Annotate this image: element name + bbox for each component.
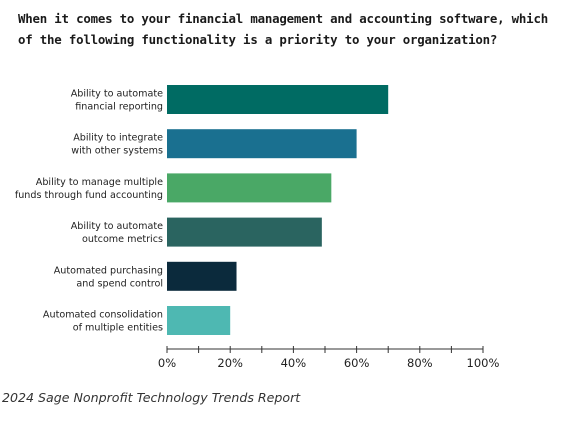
- x-tick-label: 100%: [467, 356, 500, 370]
- category-label: and spend control: [76, 278, 163, 289]
- category-label: of multiple entities: [73, 323, 163, 334]
- category-label: Automated consolidation: [43, 310, 163, 321]
- bar: [167, 306, 231, 335]
- bar: [167, 129, 357, 159]
- bar: [167, 217, 322, 247]
- category-label: Ability to automate: [71, 221, 163, 232]
- chart-title: When it comes to your financial manageme…: [18, 11, 548, 47]
- category-label: Ability to manage multiple: [36, 177, 163, 188]
- x-tick-label: 0%: [158, 356, 176, 370]
- category-label: Automated purchasing: [54, 265, 163, 276]
- x-tick-label: 60%: [344, 356, 370, 370]
- category-label: financial reporting: [75, 102, 163, 113]
- category-label: Ability to automate: [71, 89, 163, 100]
- bar: [167, 173, 332, 203]
- source-caption: 2024 Sage Nonprofit Technology Trends Re…: [2, 390, 301, 405]
- category-label: Ability to integrate: [73, 133, 163, 144]
- bar: [167, 85, 389, 114]
- x-tick-label: 40%: [281, 356, 307, 370]
- category-label: outcome metrics: [82, 234, 163, 245]
- bar-chart: Ability to automate financial reporting Ab…: [15, 85, 500, 370]
- category-label: with other systems: [71, 146, 163, 157]
- category-label: funds through fund accounting: [15, 190, 163, 201]
- x-tick-label: 20%: [217, 356, 243, 370]
- x-tick-label: 80%: [407, 356, 433, 370]
- bar: [167, 261, 237, 291]
